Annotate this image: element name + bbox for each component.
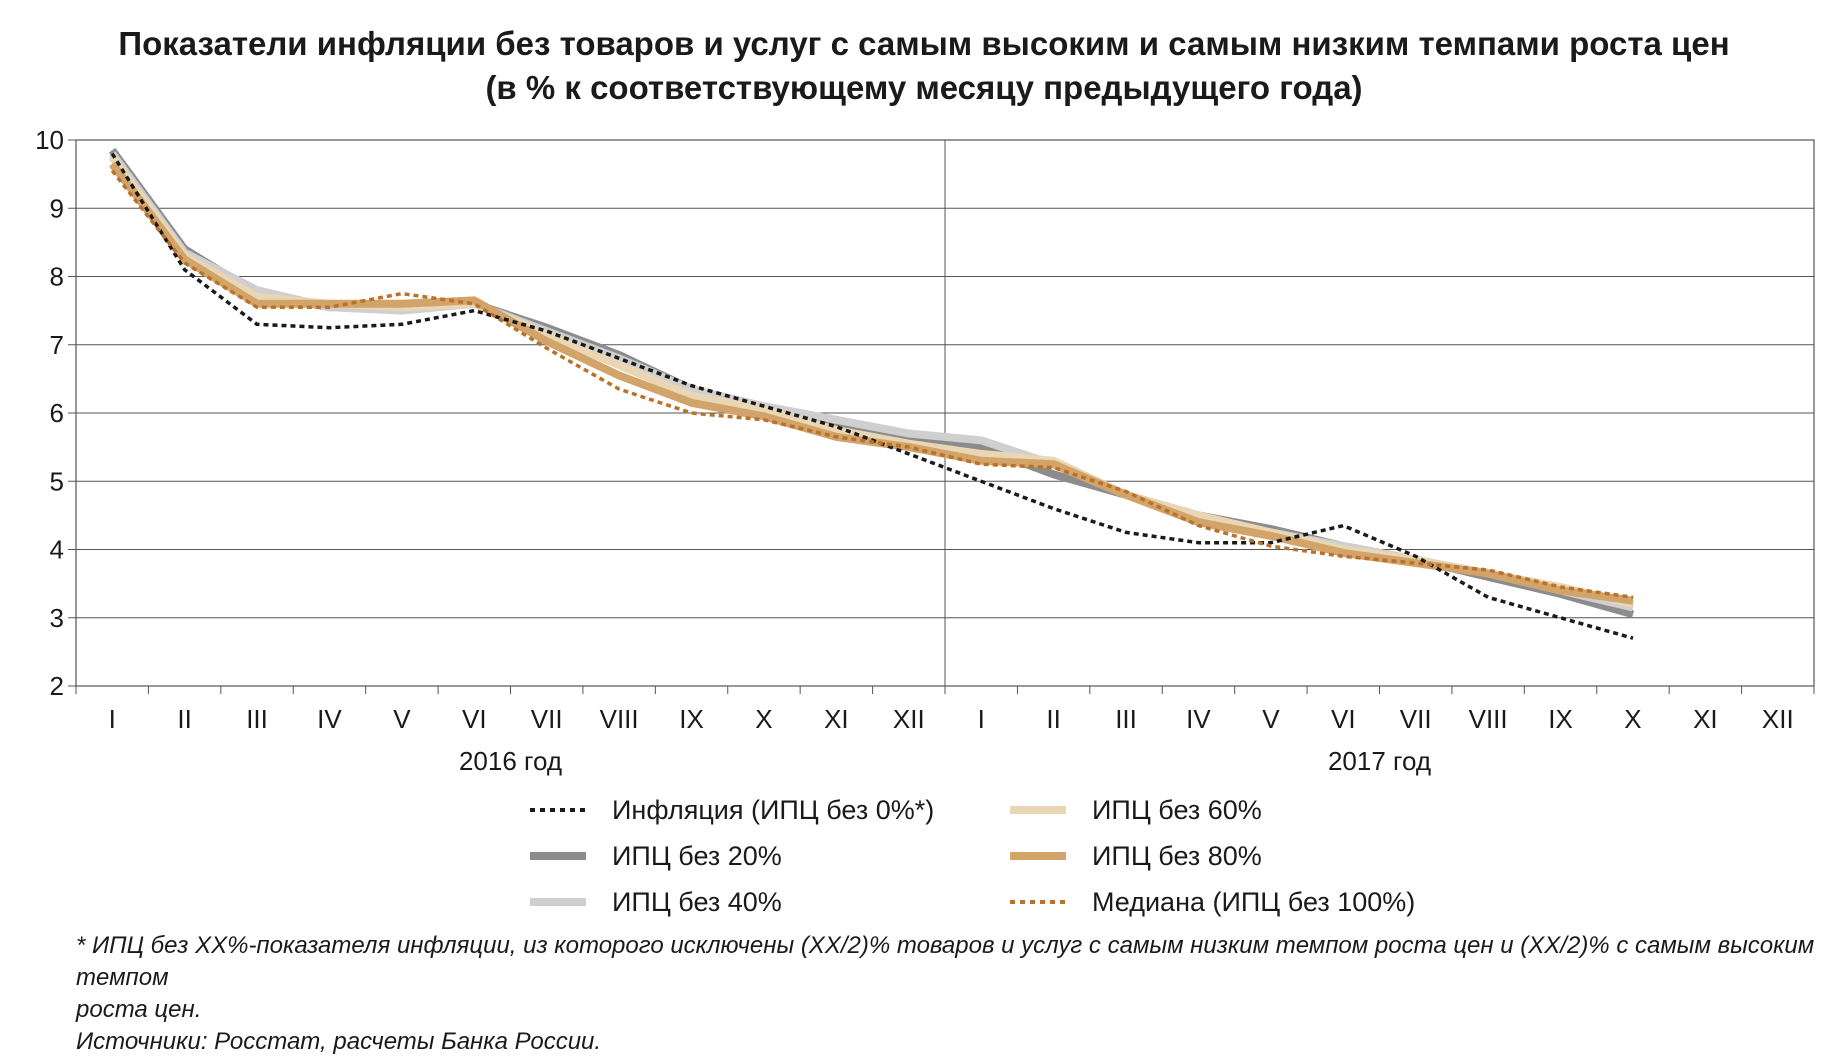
- x-tick-label: III: [1115, 704, 1137, 734]
- legend-swatch-80: [1010, 852, 1066, 860]
- legend-item-60: ИПЦ без 60%: [1010, 790, 1262, 830]
- x-tick-label: XII: [893, 704, 925, 734]
- year-label-2016: 2016 год: [459, 746, 562, 776]
- x-tick-label: IV: [317, 704, 342, 734]
- gridlines: [68, 139, 1815, 694]
- x-tick-label: II: [177, 704, 191, 734]
- legend-label-20: ИПЦ без 20%: [612, 840, 782, 871]
- legend-item-20: ИПЦ без 20%: [530, 836, 782, 876]
- series-line-3: [108, 154, 1634, 608]
- legend-item-median: Медиана (ИПЦ без 100%): [1010, 882, 1415, 922]
- x-tick-label: IX: [679, 704, 704, 734]
- legend-label-inflation: Инфляция (ИПЦ без 0%*): [612, 794, 935, 825]
- x-tick-label: VII: [531, 704, 563, 734]
- x-tick-label: XI: [1693, 704, 1718, 734]
- x-tick-label: I: [109, 704, 116, 734]
- footnote-line-2: роста цен.: [76, 996, 202, 1023]
- year-label-2017: 2017 год: [1328, 746, 1431, 776]
- title-line-2: (в % к соответствующему месяцу предыдуще…: [485, 69, 1363, 106]
- y-tick-label: 6: [50, 398, 64, 428]
- legend-item-80: ИПЦ без 80%: [1010, 836, 1262, 876]
- legend-item-40: ИПЦ без 40%: [530, 882, 782, 922]
- series-group: [108, 147, 1635, 640]
- series-line-2: [108, 151, 1634, 612]
- x-tick-label: II: [1046, 704, 1060, 734]
- series-line-5: [110, 169, 1634, 600]
- x-tick-label: VI: [462, 704, 487, 734]
- y-tick-label: 8: [50, 262, 64, 292]
- y-tick-label: 4: [50, 535, 64, 565]
- x-tick-label: XI: [824, 704, 849, 734]
- x-tick-label: X: [1624, 704, 1641, 734]
- x-tick-label: X: [755, 704, 772, 734]
- legend-item-inflation: Инфляция (ИПЦ без 0%*): [530, 790, 934, 830]
- y-tick-label: 9: [50, 193, 64, 223]
- y-axis-ticks: 10 9 8 7 6 5 4 3 2: [35, 125, 64, 701]
- x-axis-ticks: I II III IV V VI VII VIII IX X XI XII I II III IV V VI VII…: [109, 704, 1794, 734]
- x-tick-label: VIII: [1469, 704, 1508, 734]
- legend-label-median: Медиана (ИПЦ без 100%): [1092, 886, 1416, 917]
- x-tick-label: VIII: [600, 704, 639, 734]
- y-tick-label: 2: [50, 671, 64, 701]
- x-tick-label: VII: [1400, 704, 1432, 734]
- legend: Инфляция (ИПЦ без 0%*) ИПЦ без 20% ИПЦ б…: [530, 790, 1430, 930]
- legend-label-60: ИПЦ без 60%: [1092, 794, 1262, 825]
- x-tick-label: V: [393, 704, 411, 734]
- x-tick-label: IX: [1548, 704, 1573, 734]
- y-tick-label: 5: [50, 466, 64, 496]
- x-tick-label: IV: [1186, 704, 1211, 734]
- legend-swatch-median: [1010, 900, 1066, 904]
- chart-title: Показатели инфляции без товаров и услуг …: [0, 22, 1848, 110]
- x-tick-label: I: [978, 704, 985, 734]
- legend-label-80: ИПЦ без 80%: [1092, 840, 1262, 871]
- x-tick-label: XII: [1762, 704, 1794, 734]
- footnote-line-1: * ИПЦ без ХХ%-показателя инфляции, из ко…: [76, 932, 1815, 991]
- legend-swatch-40: [530, 898, 586, 906]
- footnote-line-3: Источники: Росстат, расчеты Банка России…: [76, 1028, 602, 1055]
- x-tick-label: VI: [1331, 704, 1356, 734]
- legend-swatch-60: [1010, 806, 1066, 814]
- y-tick-label: 10: [35, 125, 64, 155]
- legend-swatch-20: [530, 852, 586, 860]
- x-tick-label: III: [246, 704, 268, 734]
- series-line-1: [108, 147, 1635, 619]
- legend-swatch-inflation: [530, 808, 586, 812]
- title-line-1: Показатели инфляции без товаров и услуг …: [118, 25, 1730, 62]
- legend-label-40: ИПЦ без 40%: [612, 886, 782, 917]
- footnote: * ИПЦ без ХХ%-показателя инфляции, из ко…: [76, 930, 1836, 1058]
- y-tick-label: 7: [50, 330, 64, 360]
- series-line-4: [109, 161, 1634, 605]
- y-tick-label: 3: [50, 603, 64, 633]
- x-tick-label: V: [1262, 704, 1280, 734]
